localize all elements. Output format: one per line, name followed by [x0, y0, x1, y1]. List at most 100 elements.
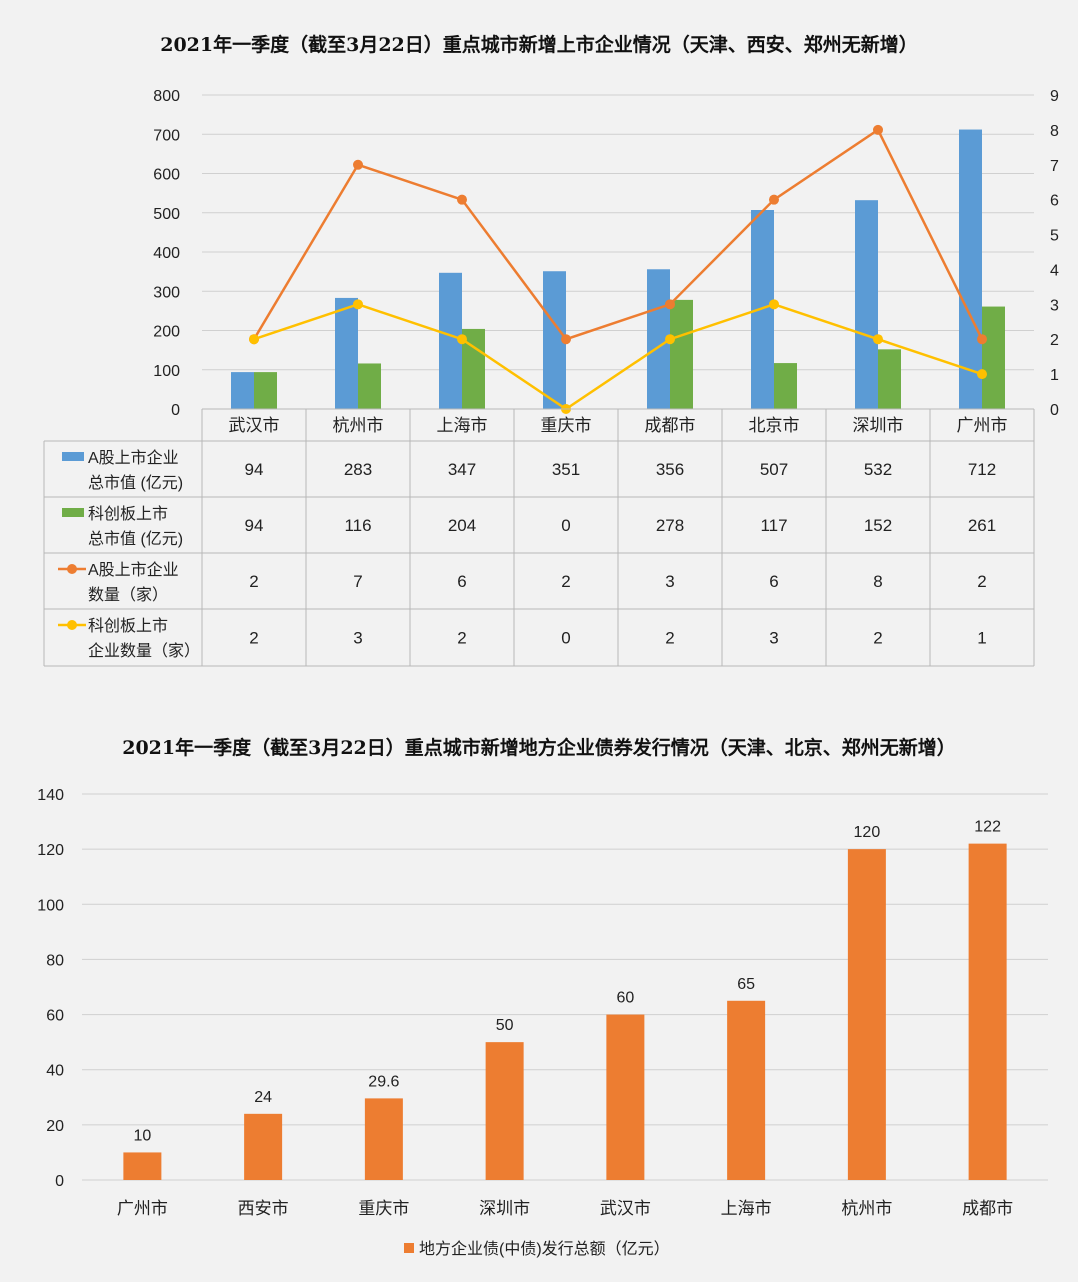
chart2-data-label: 122: [974, 819, 1001, 836]
chart1-y-tick-label: 400: [153, 245, 180, 262]
chart1-title: 2021年一季度（截至3月22日）重点城市新增上市企业情况（天津、西安、郑州无新…: [160, 34, 918, 56]
chart2-bar: [606, 1014, 645, 1180]
chart2-category-label: 上海市: [721, 1199, 772, 1218]
chart2-bar: [727, 1000, 766, 1180]
chart1-category-label: 北京市: [749, 416, 800, 435]
chart2-y-tick-label: 80: [46, 952, 64, 969]
chart1-y-tick-label: 700: [153, 127, 180, 144]
chart1-category-label: 杭州市: [333, 416, 384, 435]
chart1-table-value: 2: [977, 572, 986, 591]
chart1-bar: [335, 297, 358, 409]
chart1-category-label: 成都市: [645, 416, 696, 435]
chart1-point: [353, 299, 363, 310]
chart1-table-value: 117: [760, 516, 787, 535]
chart1-y2-tick-label: 0: [1050, 402, 1059, 419]
chart1-table-value: 2: [457, 629, 466, 648]
chart1-y2-tick-label: 7: [1050, 158, 1059, 175]
chart1-y-tick-label: 300: [153, 284, 180, 301]
chart1-series-name: 企业数量（家）: [88, 642, 200, 660]
chart1-table-value: 3: [665, 572, 674, 591]
chart1-y2-tick-label: 2: [1050, 332, 1059, 349]
chart2-title: 2021年一季度（截至3月22日）重点城市新增地方企业债券发行情况（天津、北京、…: [122, 737, 956, 759]
chart1-point: [665, 334, 675, 345]
chart1-table-value: 507: [760, 460, 788, 479]
chart1-table-value: 261: [968, 516, 996, 535]
chart1-bar: [670, 299, 693, 409]
chart2-data-label: 29.6: [368, 1073, 399, 1090]
chart1-table-value: 278: [656, 516, 684, 535]
chart1-category-label: 上海市: [437, 416, 488, 435]
chart1-table-value: 2: [665, 629, 674, 648]
chart1-table-value: 3: [769, 629, 778, 648]
chart2-bar: [244, 1113, 283, 1180]
chart2-data-label: 65: [737, 976, 755, 993]
chart2-category-label: 武汉市: [600, 1199, 651, 1218]
chart1-y-tick-label: 200: [153, 324, 180, 341]
chart1-y2-tick-label: 4: [1050, 262, 1059, 279]
chart1-series-name: 科创板上市: [88, 505, 168, 523]
chart1-bar: [982, 306, 1005, 409]
chart1-table-value: 0: [561, 629, 570, 648]
chart1-series-name: 数量（家）: [88, 586, 168, 604]
chart1-table-value: 2: [873, 629, 882, 648]
chart1-bar: [462, 328, 485, 409]
chart1-y-tick-label: 800: [153, 88, 180, 105]
chart1-point: [457, 334, 467, 345]
chart1-y-tick-label: 0: [171, 402, 180, 419]
chart2-y-tick-label: 60: [46, 1008, 64, 1025]
chart1-table-value: 283: [344, 460, 372, 479]
chart1-table-value: 7: [353, 572, 362, 591]
chart1-y-tick-label: 600: [153, 167, 180, 184]
chart1-table-value: 351: [552, 460, 580, 479]
chart1-bar: [774, 363, 797, 409]
chart1-category-label: 武汉市: [229, 416, 280, 435]
chart2-y-tick-label: 40: [46, 1063, 64, 1080]
chart2-category-label: 重庆市: [358, 1199, 409, 1218]
chart2-y-tick-label: 100: [37, 897, 64, 914]
chart1-series-name: A股上市企业: [88, 561, 179, 579]
chart1-bar: [878, 349, 901, 409]
chart1-table-value: 2: [249, 572, 258, 591]
chart1-table-value: 2: [249, 629, 258, 648]
chart1-bar: [439, 272, 462, 409]
chart2-y-tick-label: 120: [37, 842, 64, 859]
chart2-bar: [364, 1098, 403, 1180]
chart1-table-value: 152: [864, 516, 892, 535]
chart1-bar: [254, 372, 277, 409]
chart1-point: [665, 299, 675, 310]
chart1-table-value: 356: [656, 460, 684, 479]
chart1-table-value: 2: [561, 572, 570, 591]
chart1-table-value: 3: [353, 629, 362, 648]
chart1-table-value: 94: [245, 460, 264, 479]
chart2-category-label: 深圳市: [479, 1199, 530, 1218]
chart1-y-tick-label: 100: [153, 363, 180, 380]
chart1-table-value: 0: [561, 516, 570, 535]
chart2-category-label: 杭州市: [841, 1199, 892, 1218]
chart1-series-name: 总市值 (亿元): [88, 474, 183, 492]
chart2-y-tick-label: 140: [37, 787, 64, 804]
chart1-point: [977, 369, 987, 380]
chart1-table-value: 347: [448, 460, 476, 479]
chart1-table-value: 532: [864, 460, 892, 479]
chart1-legend-key: [67, 564, 77, 574]
chart1-category-label: 深圳市: [853, 416, 904, 435]
chart1-y2-tick-label: 6: [1050, 193, 1059, 210]
chart1-point: [873, 334, 883, 345]
chart1-point: [769, 299, 779, 310]
chart1-point: [977, 334, 987, 345]
chart2-bar: [847, 849, 886, 1180]
chart2-data-label: 120: [854, 824, 881, 841]
chart1-table-value: 6: [457, 572, 466, 591]
chart2-y-tick-label: 0: [55, 1173, 64, 1190]
chart2-bar: [968, 843, 1007, 1180]
chart2-category-label: 西安市: [238, 1199, 289, 1218]
chart1-y2-tick-label: 3: [1050, 297, 1059, 314]
chart1-category-label: 重庆市: [541, 416, 592, 435]
chart1-series-line: [252, 128, 984, 341]
chart2-legend-key: [404, 1243, 414, 1253]
chart2-data-label: 10: [133, 1127, 151, 1144]
chart1-y2-tick-label: 5: [1050, 228, 1059, 245]
chart1-bar: [959, 129, 982, 410]
chart1-point: [873, 124, 883, 135]
